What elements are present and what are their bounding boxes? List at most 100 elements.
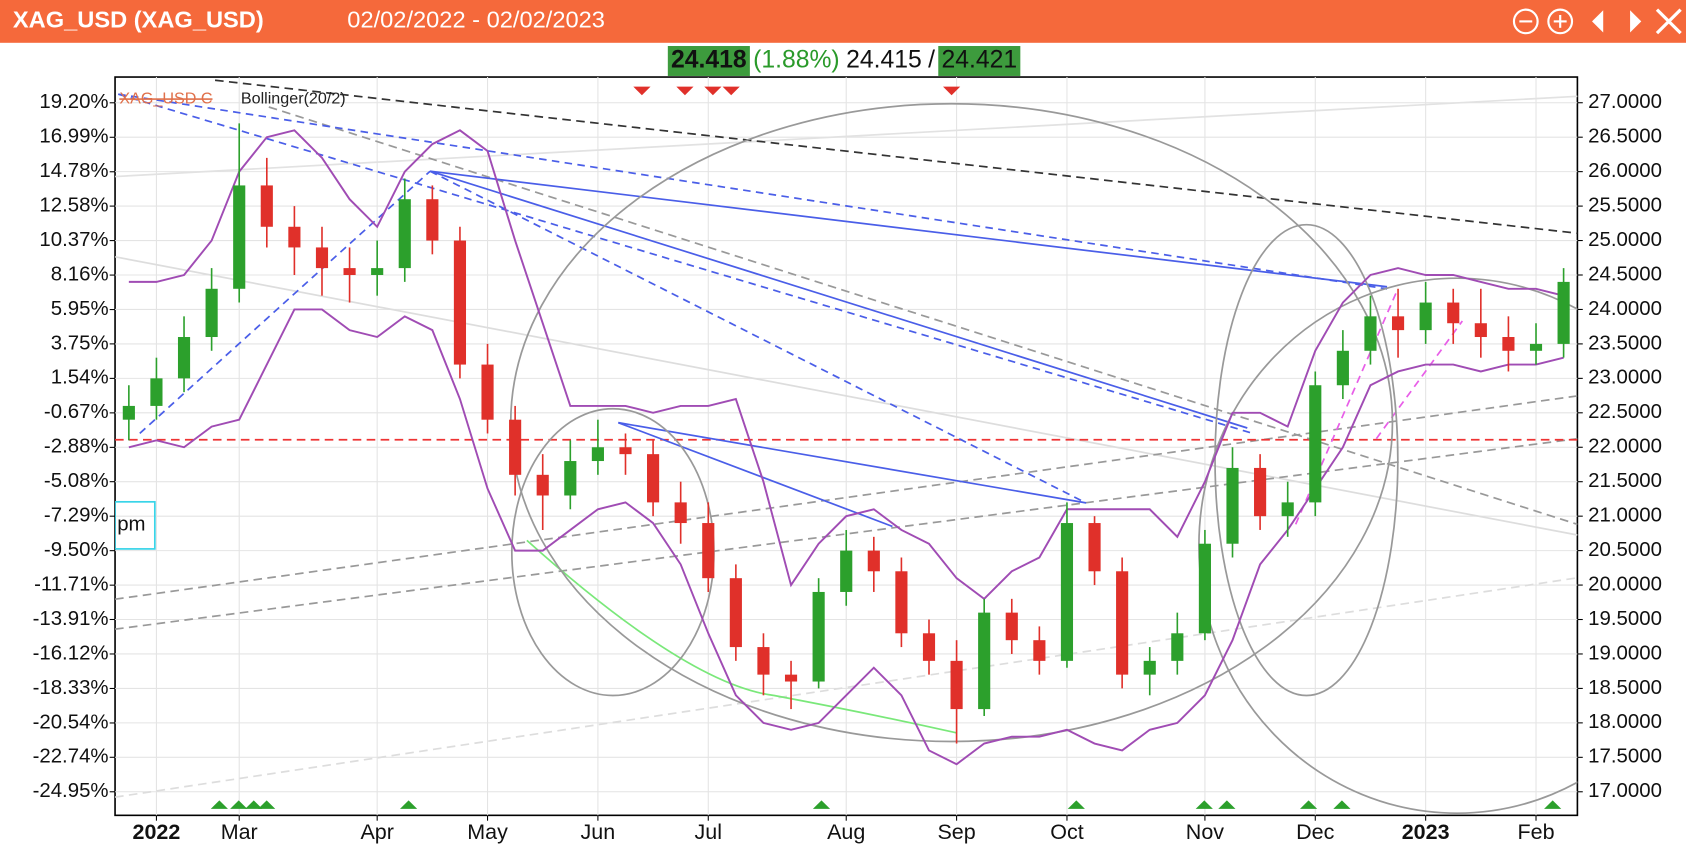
date-range: 02/02/2022 - 02/02/2023	[347, 7, 605, 33]
y-tick-label: 3.75%	[51, 332, 109, 354]
candle-body	[1529, 343, 1543, 351]
candle-body	[895, 571, 908, 634]
y2-tick-label: 17.0000	[1588, 780, 1662, 802]
y-tick-label: -5.08%	[44, 470, 109, 492]
quote-separator: /	[928, 47, 935, 74]
x-tick-label: Dec	[1296, 820, 1334, 844]
x-tick-label: Oct	[1050, 820, 1083, 844]
candle-body	[371, 268, 384, 275]
candle-body	[205, 288, 218, 338]
candle-body	[1005, 612, 1018, 641]
quote-bg	[938, 46, 1021, 76]
zoom-out[interactable]	[1512, 8, 1539, 35]
title-bar	[0, 0, 1686, 43]
quote-ask: 24.421	[941, 47, 1017, 74]
trend-line	[618, 421, 1087, 504]
x-tick-label: Nov	[1186, 820, 1224, 844]
candle-body	[1171, 633, 1184, 661]
y2-tick-label: 19.0000	[1588, 642, 1662, 664]
quote-bid: 24.415	[846, 47, 922, 74]
candle-body	[784, 674, 798, 682]
y2-tick-label: 22.0000	[1588, 436, 1662, 458]
candle-body	[1033, 640, 1046, 661]
candle-body	[343, 268, 356, 275]
candle-body	[1281, 502, 1294, 517]
annotation-box	[115, 500, 156, 550]
y2-tick-label: 19.5000	[1588, 608, 1662, 630]
candle-body	[950, 660, 963, 710]
candle-body	[757, 647, 770, 675]
candle-body	[233, 185, 246, 289]
trend-line	[429, 170, 1388, 288]
candle-body	[702, 523, 715, 579]
trend-line	[617, 421, 893, 528]
trend-line	[214, 79, 1578, 235]
y-tick-label: -18.33%	[33, 677, 109, 699]
y-tick-label: -22.74%	[33, 746, 109, 768]
y2-tick-label: 24.5000	[1588, 263, 1662, 285]
y2-tick-label: 22.5000	[1588, 401, 1662, 423]
candle-body	[1391, 316, 1405, 331]
x-tick-label: Sep	[937, 820, 975, 844]
candle-body	[729, 578, 742, 648]
y-tick-label: -20.54%	[33, 711, 109, 733]
candle-body	[564, 461, 577, 496]
candle-body	[1116, 571, 1129, 675]
trend-line	[429, 170, 1087, 504]
candle-body	[1226, 467, 1239, 544]
y2-tick-label: 25.5000	[1588, 194, 1662, 216]
candle-body	[674, 502, 687, 524]
candle-body	[840, 550, 853, 592]
candle-body	[453, 240, 467, 365]
candle-body	[591, 447, 604, 462]
x-tick-label: Feb	[1517, 820, 1554, 844]
candle-body	[122, 405, 135, 420]
zoom-in[interactable]	[1547, 8, 1574, 35]
trend-line	[139, 170, 431, 434]
signals	[210, 86, 1562, 809]
x-tick-label: Apr	[360, 820, 393, 844]
candle-body	[619, 447, 632, 455]
trend-line	[118, 93, 1253, 435]
y2-tick-label: 24.0000	[1588, 298, 1662, 320]
y-tick-label: -0.67%	[44, 401, 109, 423]
series-legend: XAG_USD C	[119, 90, 212, 108]
y-tick-label: 16.99%	[39, 126, 108, 148]
candle-body	[1419, 302, 1432, 331]
candle-body	[867, 550, 880, 572]
y-tick-label: -16.12%	[33, 642, 109, 664]
candle-body	[150, 378, 163, 406]
y2-tick-label: 18.0000	[1588, 711, 1662, 733]
y-tick-label: -7.29%	[44, 505, 109, 527]
quote-bg	[667, 46, 750, 76]
y2-tick-label: 21.5000	[1588, 470, 1662, 492]
trend-line	[115, 576, 1578, 798]
y-tick-label: 19.20%	[39, 91, 108, 113]
trend-line	[115, 95, 1578, 178]
candle-body	[812, 591, 825, 682]
quote-change: (1.88%)	[753, 47, 840, 74]
x-tick-label: 2023	[1402, 820, 1450, 844]
next[interactable]	[1630, 10, 1642, 33]
y2-tick-label: 26.5000	[1588, 126, 1662, 148]
candle-body	[509, 419, 522, 475]
candle-body	[536, 474, 549, 496]
candle-body	[1060, 523, 1074, 661]
prev[interactable]	[1592, 10, 1604, 33]
close[interactable]	[1655, 8, 1682, 35]
y-tick-label: -2.88%	[44, 436, 109, 458]
trend-line	[118, 93, 1388, 290]
candle-body	[1364, 316, 1377, 351]
trend-line	[115, 395, 1578, 601]
candle-body	[315, 247, 329, 269]
candle-body	[1557, 281, 1570, 344]
x-tick-label: Aug	[827, 820, 865, 844]
quote-line: 24.418 (1.88%) 24.415/24.421	[667, 46, 1021, 76]
candle-body	[647, 454, 660, 503]
window-controls[interactable]	[1512, 8, 1682, 35]
y2-tick-label: 17.5000	[1588, 746, 1662, 768]
y-tick-label: 12.58%	[39, 195, 108, 217]
candle-body	[1143, 660, 1156, 675]
y2-tick-label: 27.0000	[1588, 91, 1662, 113]
